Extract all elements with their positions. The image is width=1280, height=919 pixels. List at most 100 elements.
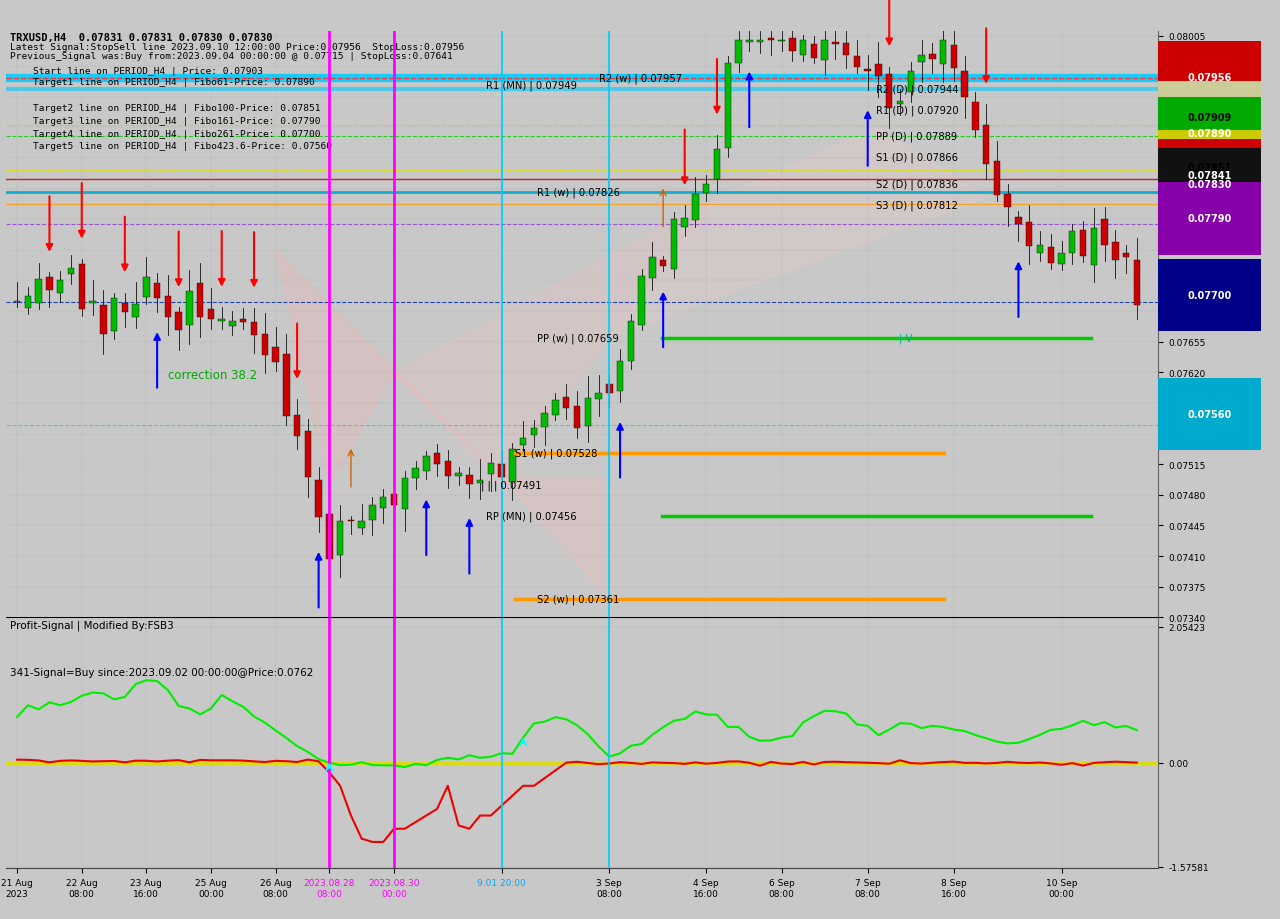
Bar [1158, 140, 1261, 212]
Text: 0.07830: 0.07830 [1188, 180, 1231, 190]
Text: Target3 line on PERIOD_H4 | Fibo161-Price: 0.07790: Target3 line on PERIOD_H4 | Fibo161-Pric… [10, 117, 320, 126]
Bar [918, 55, 924, 63]
Bar [1134, 260, 1140, 306]
Text: S2 (w) | 0.07361: S2 (w) | 0.07361 [538, 594, 620, 605]
Bar [1158, 98, 1261, 170]
Text: Profit-Signal | Modified By:FSB3: Profit-Signal | Modified By:FSB3 [10, 620, 174, 630]
Bar [768, 40, 774, 41]
Bar [886, 74, 892, 108]
Text: R1 (D) | 0.07920: R1 (D) | 0.07920 [877, 106, 959, 116]
Bar [617, 362, 623, 391]
Bar [660, 261, 667, 267]
Bar [241, 320, 247, 323]
Text: 0.07851: 0.07851 [1188, 163, 1231, 173]
Bar [132, 304, 138, 318]
Bar [348, 520, 355, 521]
Bar [477, 481, 484, 483]
Bar [1158, 131, 1261, 203]
Text: PP (w) | 0.07659: PP (w) | 0.07659 [538, 334, 620, 344]
Point [20, 691, 36, 702]
Bar [1069, 233, 1075, 254]
Bar [434, 453, 440, 465]
Bar [724, 64, 731, 148]
Bar [412, 468, 419, 478]
Bar [424, 456, 430, 471]
Bar [595, 394, 602, 400]
Text: Start line on PERIOD_H4 | Price: 0.07903: Start line on PERIOD_H4 | Price: 0.07903 [10, 67, 262, 76]
Bar [844, 44, 850, 56]
Bar [1091, 228, 1097, 266]
Bar [14, 301, 20, 303]
Bar [283, 355, 289, 416]
Text: PP (D) | 0.07889: PP (D) | 0.07889 [877, 131, 957, 142]
Bar [585, 399, 591, 427]
Bar [746, 41, 753, 43]
Bar [832, 43, 838, 45]
Text: 0.07790: 0.07790 [1188, 214, 1231, 224]
Bar [573, 407, 580, 429]
Polygon shape [502, 478, 609, 600]
Bar [197, 283, 204, 318]
Bar [380, 498, 387, 508]
Bar [1101, 220, 1107, 246]
Bar [369, 505, 376, 521]
Bar [165, 297, 172, 318]
Bar [1158, 379, 1261, 451]
Bar [735, 41, 741, 64]
Bar [111, 299, 118, 332]
Bar [305, 432, 311, 478]
Bar [273, 347, 279, 363]
Bar [390, 495, 397, 505]
Polygon shape [609, 129, 986, 338]
Bar [692, 195, 699, 221]
Bar [854, 57, 860, 68]
Bar [1112, 243, 1119, 261]
Bar [444, 461, 451, 477]
Text: R2 (w) | 0.07957: R2 (w) | 0.07957 [599, 74, 682, 84]
Text: Previous_Signal was:Buy from:2023.09.04 00:00:00 @ 0.07715 | StopLoss:0.07641: Previous_Signal was:Buy from:2023.09.04 … [10, 52, 453, 61]
Bar [552, 401, 558, 415]
Bar [358, 521, 365, 528]
Bar [531, 428, 538, 436]
Bar [671, 220, 677, 270]
Text: S2 (D) | 0.07836: S2 (D) | 0.07836 [877, 179, 959, 189]
Text: Target2 line on PERIOD_H4 | Fibo100-Price: 0.07851: Target2 line on PERIOD_H4 | Fibo100-Pric… [10, 104, 320, 112]
Text: R1 (w) | 0.07826: R1 (w) | 0.07826 [538, 187, 621, 199]
Text: 0.07956: 0.07956 [1188, 74, 1231, 83]
Bar [778, 40, 785, 42]
Bar [36, 280, 42, 304]
Bar [251, 323, 257, 335]
Bar [1059, 254, 1065, 265]
Bar [1005, 195, 1011, 209]
Bar [466, 475, 472, 484]
Bar [788, 39, 796, 52]
Polygon shape [275, 251, 502, 486]
Bar [993, 162, 1000, 196]
Bar [122, 303, 128, 312]
Bar [229, 322, 236, 327]
Text: | | | 0.07491: | | | 0.07491 [481, 481, 541, 491]
Bar [326, 515, 333, 560]
Bar [207, 310, 214, 320]
Bar [639, 277, 645, 326]
Bar [714, 150, 721, 180]
Text: R2 (D) | 0.07944: R2 (D) | 0.07944 [877, 85, 959, 95]
Bar [68, 268, 74, 275]
Bar [175, 313, 182, 330]
Bar [1123, 254, 1129, 257]
Bar [961, 72, 968, 97]
Text: R1 (MN) | 0.07949: R1 (MN) | 0.07949 [486, 80, 577, 91]
Bar [294, 416, 301, 437]
Bar [24, 296, 31, 309]
Bar [649, 257, 655, 278]
Bar [1080, 231, 1087, 256]
Bar [1027, 222, 1033, 246]
Bar [1015, 218, 1021, 224]
Text: 0.07700: 0.07700 [1188, 290, 1231, 301]
Text: Target1 line on PERIOD_H4 | Fibo61-Price: 0.07890: Target1 line on PERIOD_H4 | Fibo61-Price… [10, 78, 315, 86]
Text: Target4 line on PERIOD_H4 | Fibo261-Price: 0.07700: Target4 line on PERIOD_H4 | Fibo261-Pric… [10, 130, 320, 139]
Text: Target5 line on PERIOD_H4 | Fibo423.6-Price: 0.07560: Target5 line on PERIOD_H4 | Fibo423.6-Pr… [10, 142, 332, 152]
Bar [315, 481, 321, 517]
Bar [607, 385, 613, 393]
Text: 0.07841: 0.07841 [1188, 171, 1231, 181]
